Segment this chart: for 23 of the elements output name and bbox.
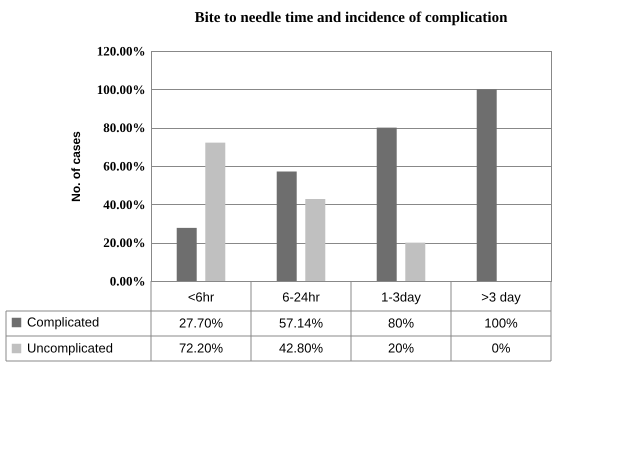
x-tick-label: 1-3day [381, 290, 422, 304]
data-label: 20% [388, 340, 414, 356]
data-label: 0% [492, 340, 511, 356]
data-label: 42.80% [278, 340, 324, 356]
x-tick-label: >3 day [481, 290, 522, 304]
y-tick-label: 0.00% [110, 274, 146, 288]
y-tick-label: 40.00% [103, 196, 146, 212]
x-tick-label: <6hr [188, 290, 215, 304]
y-tick-label: 20.00% [103, 235, 146, 250]
y-tick-label: 100.00% [96, 82, 146, 97]
data-label: 27.70% [178, 316, 224, 330]
chart-title: Bite to needle time and incidence of complication [194, 10, 508, 26]
legend-label: Complicated [27, 314, 100, 330]
y-tick-label: 80.00% [103, 120, 146, 136]
y-axis-title: No. of cases [68, 130, 83, 202]
data-label: 100% [484, 316, 518, 330]
y-tick-label: 60.00% [103, 158, 146, 174]
x-tick-label: 6-24hr [282, 290, 320, 304]
legend-label: Uncomplicated [27, 340, 113, 356]
data-label: 80% [388, 316, 414, 330]
y-tick-label: 120.00% [96, 44, 146, 58]
data-label: 57.14% [278, 316, 324, 330]
data-label: 72.20% [178, 340, 224, 356]
